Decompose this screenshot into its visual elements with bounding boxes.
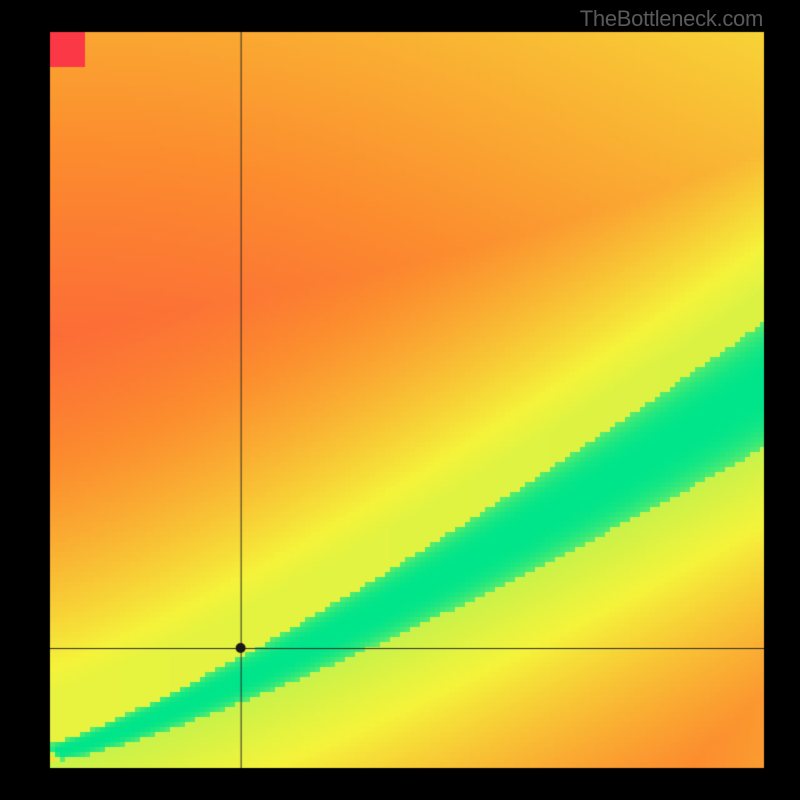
chart-container: TheBottleneck.com bbox=[0, 0, 800, 800]
heatmap-canvas bbox=[0, 0, 800, 800]
